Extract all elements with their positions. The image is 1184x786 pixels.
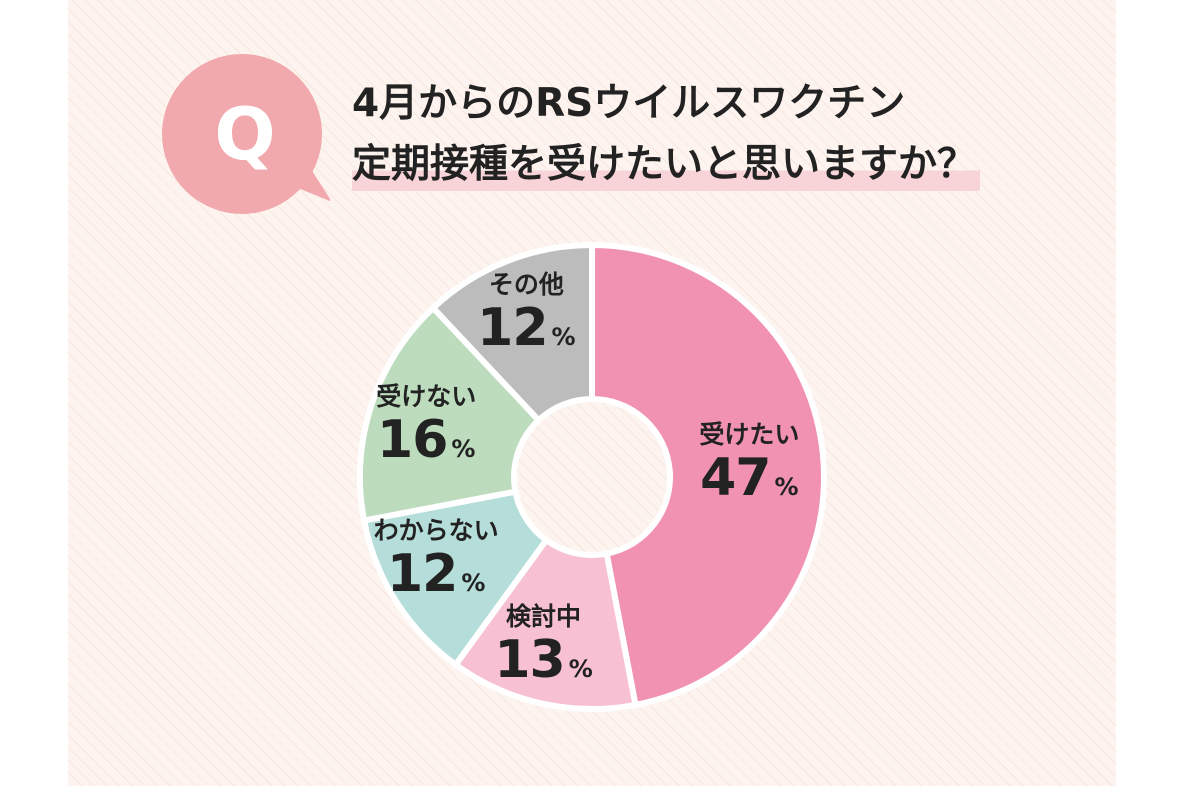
slice-value-unit: % — [568, 654, 593, 683]
slice-label-name: 受けたい — [699, 419, 800, 449]
question-badge: Q — [160, 52, 330, 222]
slice-label-value: 12% — [374, 546, 499, 614]
slice-label-1: 検討中 13% — [494, 602, 592, 700]
slice-value-unit: % — [451, 435, 476, 464]
slice-label-value: 16% — [376, 412, 476, 480]
slice-label-value: 12% — [477, 300, 575, 368]
slice-label-value: 47% — [699, 450, 799, 518]
donut-slice-1 — [452, 537, 639, 712]
donut-slice-3 — [357, 304, 542, 524]
slice-value-number: 16 — [377, 410, 448, 471]
slice-label-value: 13% — [494, 632, 592, 700]
slice-label-0: 受けたい 47% — [699, 420, 799, 518]
donut-slice-2 — [361, 488, 550, 668]
slice-value-unit: % — [551, 322, 576, 351]
slice-value-number: 13 — [494, 629, 565, 690]
slice-value-number: 47 — [700, 447, 771, 508]
question-title-line-1: 4月からのRSウイルスワクチン — [352, 81, 906, 126]
slice-value-number: 12 — [477, 297, 548, 358]
donut-slice-0 — [589, 242, 827, 708]
slice-label-name: わからない — [373, 516, 499, 546]
slice-value-number: 12 — [386, 544, 458, 605]
slice-label-name: 検討中 — [506, 601, 582, 631]
slice-label-4: その他 12% — [477, 270, 575, 368]
slice-label-name: その他 — [488, 269, 564, 299]
question-letter: Q — [214, 92, 276, 176]
slice-label-3: 受けない 16% — [376, 382, 476, 480]
slice-label-name: 受けない — [376, 382, 477, 412]
slice-value-unit: % — [774, 472, 799, 501]
question-title-line-2: 定期接種を受けたいと思いますか？ — [352, 142, 981, 191]
slice-value-unit: % — [461, 569, 486, 598]
speech-bubble-icon — [162, 54, 330, 214]
slice-label-2: わからない 12% — [374, 516, 499, 614]
donut-slice-4 — [430, 242, 595, 424]
question-title-highlight: 定期接種を受けたいと思いますか？ — [352, 142, 981, 191]
